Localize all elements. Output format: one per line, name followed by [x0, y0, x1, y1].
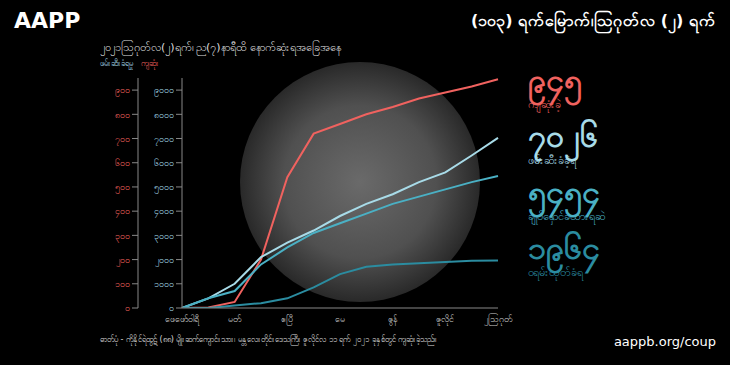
- svg-text:၂၀၀၀: ၂၀၀၀: [155, 255, 174, 267]
- html-text:ကျဆုံးခဲ့: ကျဆုံးခဲ့: [528, 98, 561, 111]
- svg-text:၃၀၀: ၃၀၀: [115, 231, 130, 243]
- svg-text:၅၀၀၀: ၅၀၀၀: [154, 182, 174, 194]
- html-text:ချုပ်နှောင်ခံထားရဆဲ: ချုပ်နှောင်ခံထားရဆဲ: [528, 210, 605, 223]
- svg-text:၁၀၀၀: ၁၀၀၀: [154, 279, 174, 289]
- html-text:AAPP: AAPP: [14, 8, 81, 33]
- html-text:၅၄၅၄: ၅၄၅၄: [528, 173, 600, 211]
- html-text:၇၀၂၆: ၇၀၂၆: [528, 117, 598, 155]
- svg-text:၇၀၀: ၇၀၀: [115, 134, 130, 146]
- svg-text:၂၀၀: ၂၀၀: [116, 255, 130, 267]
- svg-text:ဖေဖော်ဝါရီ: ဖေဖော်ဝါရီ: [165, 314, 200, 326]
- svg-text:၈၀၀: ၈၀၀: [115, 110, 130, 120]
- html-text:ဝရမ်းထုတ်ခံရ: ဝရမ်းထုတ်ခံရ: [528, 266, 583, 279]
- html-text:ဖမ်းဆီးခံခဲ့ရ: ဖမ်းဆီးခံခဲ့ရ: [528, 154, 576, 167]
- svg-text:ဇွန်: ဇွန်: [388, 314, 398, 326]
- svg-text:၄၀၀: ၄၀၀: [115, 206, 130, 218]
- svg-text:၀: ၀: [169, 303, 174, 313]
- svg-text:၉၀၀၀: ၉၀၀၀: [154, 85, 174, 97]
- html-text:၁၉၆၄: ၁၉၆၄: [528, 229, 600, 267]
- svg-text:ဧပြီ: ဧပြီ: [281, 314, 293, 326]
- svg-text:၄၀၀၀: ၄၀၀၀: [154, 206, 174, 218]
- html-text:ဖမ်းဆီးခံရမှု: ဖမ်းဆီးခံရမှု: [100, 59, 133, 68]
- html-text:(၁၀၃) ရက်မြောက်၊ဩဂုတ်လ (၂) ရက်: (၁၀၃) ရက်မြောက်၊ဩဂုတ်လ (၂) ရက်: [471, 11, 716, 30]
- svg-text:၈၀၀၀: ၈၀၀၀: [154, 110, 174, 120]
- svg-text:၉၀၀: ၉၀၀: [115, 85, 130, 97]
- svg-text:၇၀၀၀: ၇၀၀၀: [154, 134, 174, 146]
- html-text:aappb.org/coup: aappb.org/coup: [613, 334, 716, 349]
- svg-text:၁၀၀: ၁၀၀: [115, 279, 130, 289]
- html-text:၂၀၂၁ဩဂုတ်လ(၂)ရက်၊ ည(၇)နာရီထိ န: ၂၀၂၁ဩဂုတ်လ(၂)ရက်၊ ည(၇)နာရီထိ နောက်ဆုံးရအ…: [100, 41, 342, 54]
- html-text:၉၄၅: ၉၄၅: [528, 61, 582, 99]
- svg-text:၃၀၀၀: ၃၀၀၀: [154, 231, 174, 243]
- html-text:ကျဆုံး: ကျဆုံး: [141, 59, 159, 68]
- svg-text:၂ဩဂုတ်: ၂ဩဂုတ်: [484, 313, 513, 326]
- svg-text:မေ: မေ: [335, 314, 345, 324]
- svg-text:၆၀၀၀: ၆၀၀၀: [154, 158, 174, 168]
- svg-text:၀: ၀: [125, 303, 130, 313]
- svg-text:၆၀၀: ၆၀၀: [115, 158, 130, 168]
- svg-text:၅၀၀: ၅၀၀: [115, 182, 130, 194]
- svg-text:ဇူလိုင်: ဇူလိုင်: [436, 314, 455, 326]
- svg-text:မတ်: မတ်: [228, 314, 242, 324]
- html-text:ဓာတ်ပုံ - ကိုနိုင်ရဲထွဋ် (၈၈): ဓာတ်ပုံ - ကိုနိုင်ရဲထွဋ် (၈၈) မျိုးဆက်ကျ…: [100, 335, 437, 344]
